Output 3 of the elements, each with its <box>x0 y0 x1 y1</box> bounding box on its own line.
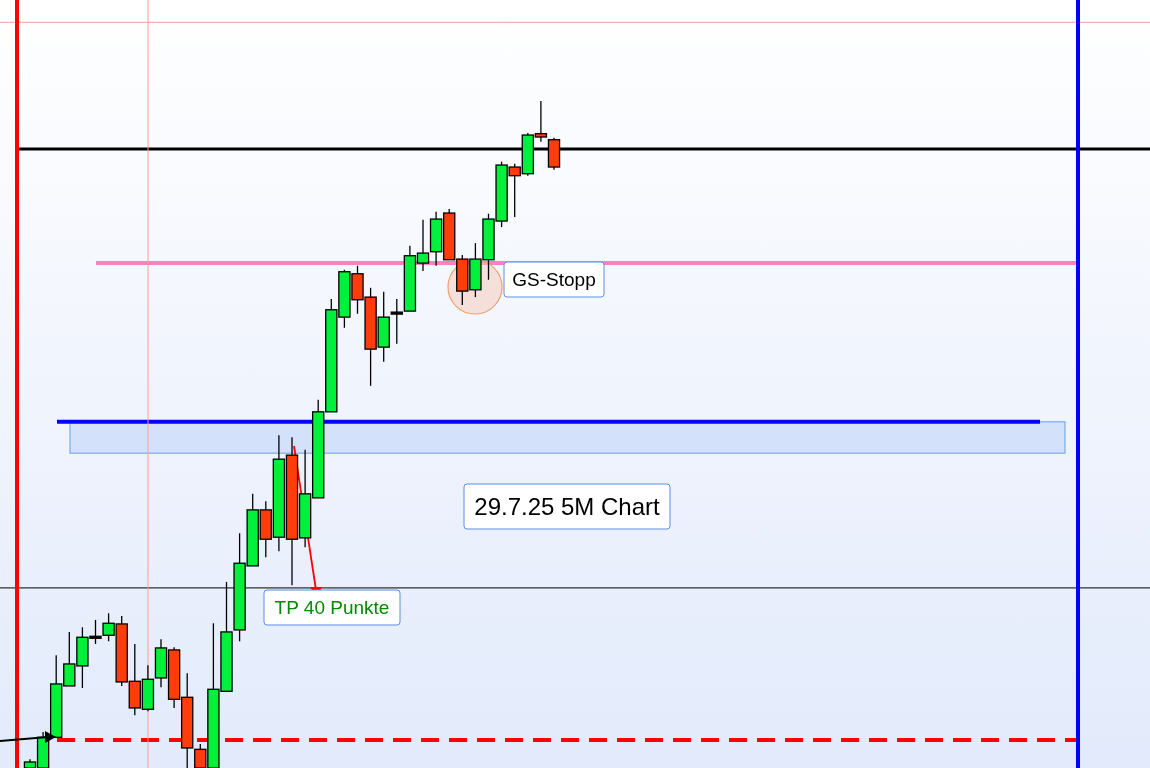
annotation: GS-Stopp <box>512 269 596 291</box>
annotation: 29.7.25 5M Chart <box>474 493 661 521</box>
annotation: TP 40 Punkte <box>274 597 390 619</box>
